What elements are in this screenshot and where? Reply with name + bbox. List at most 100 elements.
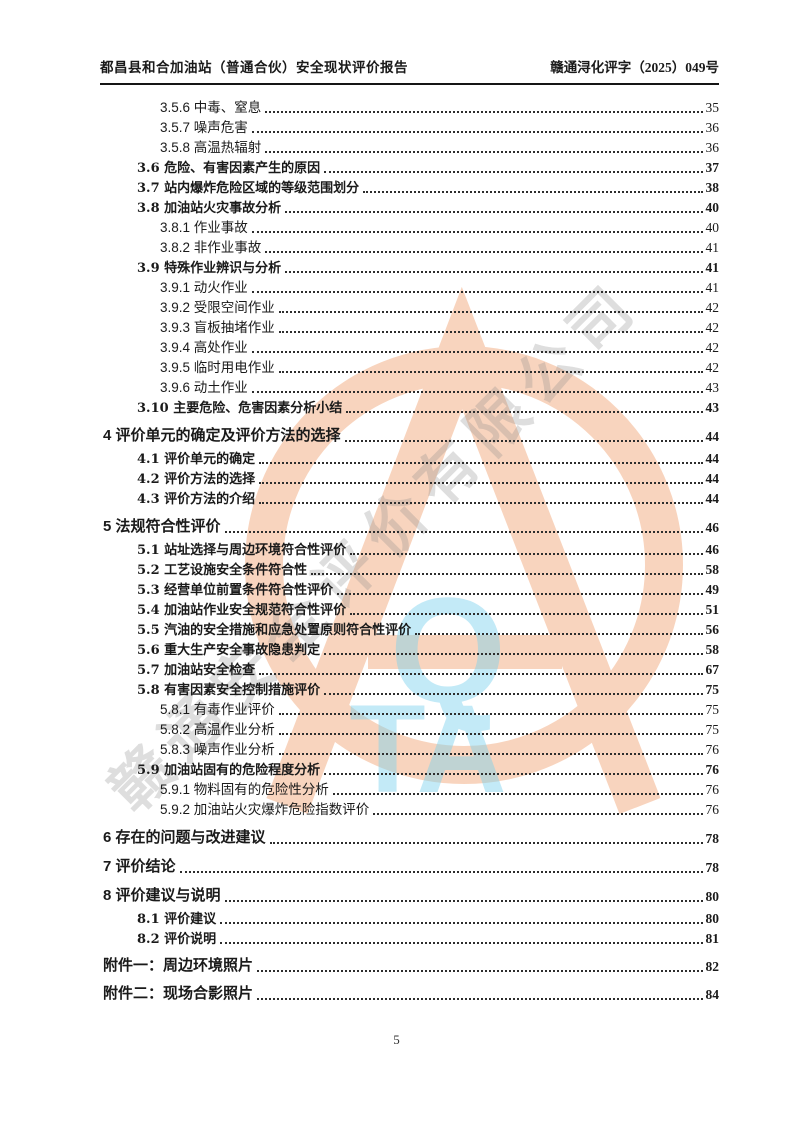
toc-entry[interactable]: 附件一：周边环境照片 82 <box>103 954 719 975</box>
dotted-leader <box>265 151 703 153</box>
toc-entry[interactable]: 3.9.4 高处作业 42 <box>103 336 719 356</box>
toc-entry-page-number: 76 <box>705 762 720 777</box>
toc-entry[interactable]: 3.9.6 动土作业 43 <box>103 376 719 396</box>
toc-entry-label: 5.4 加油站作业安全规范符合性评价 <box>137 603 347 618</box>
toc-entry[interactable]: 5.9.2 加油站火灾爆炸危险指数评价 76 <box>103 798 719 818</box>
toc-entry[interactable]: 3.9.2 受限空间作业 42 <box>103 296 719 316</box>
toc-entry-page-number: 84 <box>705 987 720 1002</box>
toc-entry[interactable]: 5.8 有害因素安全控制措施评价 75 <box>103 678 719 698</box>
toc-entry-page-number: 44 <box>705 471 720 486</box>
toc-entry[interactable]: 3.9.5 临时用电作业 42 <box>103 356 719 376</box>
toc-entry[interactable]: 5.5 汽油的安全措施和应急处置原则符合性评价 56 <box>103 618 719 638</box>
toc-entry-page-number: 81 <box>705 931 720 946</box>
toc-entry-page-number: 75 <box>705 722 720 737</box>
toc-entry-label: 3.5.8 高温热辐射 <box>160 140 262 155</box>
dotted-leader <box>220 942 703 944</box>
toc-entry-page-number: 58 <box>705 642 720 657</box>
toc-entry-label: 3.10 主要危险、危害因素分析小结 <box>137 401 343 416</box>
toc-entry[interactable]: 3.8.2 非作业事故 41 <box>103 236 719 256</box>
toc-entry-page-number: 36 <box>705 120 720 135</box>
toc-entry-label: 附件一：周边环境照片 <box>103 957 254 974</box>
dotted-leader <box>332 793 703 795</box>
toc-entry[interactable]: 6 存在的问题与改进建议 78 <box>103 826 719 847</box>
toc-entry-page-number: 37 <box>705 160 720 175</box>
toc-entry[interactable]: 3.6 危险、有害因素产生的原因 37 <box>103 156 719 176</box>
toc-entry-page-number: 36 <box>705 140 720 155</box>
toc-entry[interactable]: 4 评价单元的确定及评价方法的选择 44 <box>103 424 719 445</box>
toc-entry[interactable]: 3.8 加油站火灾事故分析 40 <box>103 196 719 216</box>
toc-entry-label: 3.9.3 盲板抽堵作业 <box>160 320 275 335</box>
dotted-leader <box>259 462 703 464</box>
toc-entry-page-number: 35 <box>705 100 720 115</box>
dotted-leader <box>278 753 703 755</box>
toc-entry[interactable]: 4.3 评价方法的介绍 44 <box>103 487 719 507</box>
dotted-leader <box>278 311 703 313</box>
toc-entry[interactable]: 5.9.1 物料固有的危险性分析 76 <box>103 778 719 798</box>
toc-entry[interactable]: 3.10 主要危险、危害因素分析小结 43 <box>103 396 719 416</box>
toc-entry[interactable]: 8 评价建议与说明 80 <box>103 884 719 905</box>
toc-entry-label: 5 法规符合性评价 <box>103 518 221 535</box>
dotted-leader <box>251 131 703 133</box>
toc-entry[interactable]: 5.1 站址选择与周边环境符合性评价 46 <box>103 538 719 558</box>
toc-entry-label: 3.9.4 高处作业 <box>160 340 248 355</box>
toc-entry[interactable]: 5.8.3 噪声作业分析 76 <box>103 738 719 758</box>
toc-entry-label: 4 评价单元的确定及评价方法的选择 <box>103 427 341 444</box>
toc-entry-label: 8 评价建议与说明 <box>103 887 221 904</box>
toc-entry-page-number: 76 <box>705 742 720 757</box>
toc-entry[interactable]: 3.9.1 动火作业 41 <box>103 276 719 296</box>
toc-entry-page-number: 58 <box>705 562 720 577</box>
dotted-leader <box>224 900 703 902</box>
toc-entry-label: 5.9.2 加油站火灾爆炸危险指数评价 <box>160 802 370 817</box>
toc-entry-label: 8.2 评价说明 <box>137 932 217 947</box>
toc-entry[interactable]: 5 法规符合性评价 46 <box>103 515 719 536</box>
toc-entry-label: 4.1 评价单元的确定 <box>137 452 256 467</box>
dotted-leader <box>350 613 703 615</box>
dotted-leader <box>259 482 703 484</box>
toc-entry[interactable]: 4.2 评价方法的选择 44 <box>103 467 719 487</box>
toc-entry[interactable]: 5.9 加油站固有的危险程度分析 76 <box>103 758 719 778</box>
toc-entry[interactable]: 5.8.2 高温作业分析 75 <box>103 718 719 738</box>
toc-entry-page-number: 49 <box>705 582 720 597</box>
dotted-leader <box>251 291 703 293</box>
toc-entry-label: 3.6 危险、有害因素产生的原因 <box>137 161 321 176</box>
toc-entry[interactable]: 4.1 评价单元的确定 44 <box>103 447 719 467</box>
toc-entry-label: 3.9 特殊作业辨识与分析 <box>137 261 282 276</box>
toc-entry[interactable]: 3.9 特殊作业辨识与分析 41 <box>103 256 719 276</box>
dotted-leader <box>220 922 703 924</box>
toc-entry[interactable]: 5.6 重大生产安全事故隐患判定 58 <box>103 638 719 658</box>
toc-entry-label: 3.8 加油站火灾事故分析 <box>137 201 282 216</box>
toc-entry-label: 5.1 站址选择与周边环境符合性评价 <box>137 543 347 558</box>
dotted-leader <box>285 211 703 213</box>
toc-entry[interactable]: 3.7 站内爆炸危险区域的等级范围划分 38 <box>103 176 719 196</box>
toc-entry[interactable]: 5.4 加油站作业安全规范符合性评价 51 <box>103 598 719 618</box>
dotted-leader <box>224 531 703 533</box>
toc-entry-page-number: 80 <box>705 911 720 926</box>
toc-entry[interactable]: 附件二：现场合影照片 84 <box>103 982 719 1003</box>
toc-entry[interactable]: 5.7 加油站安全检查 67 <box>103 658 719 678</box>
toc-entry[interactable]: 3.8.1 作业事故 40 <box>103 216 719 236</box>
toc-entry-label: 附件二：现场合影照片 <box>103 985 254 1002</box>
toc-entry[interactable]: 3.5.8 高温热辐射 36 <box>103 136 719 156</box>
dotted-leader <box>259 502 703 504</box>
dotted-leader <box>278 331 703 333</box>
toc-entry[interactable]: 5.8.1 有毒作业评价 75 <box>103 698 719 718</box>
dotted-leader <box>324 653 703 655</box>
toc-entry[interactable]: 7 评价结论 78 <box>103 855 719 876</box>
toc-entry-page-number: 41 <box>705 280 720 295</box>
toc-entry[interactable]: 8.1 评价建议 80 <box>103 907 719 927</box>
toc-entry-label: 3.9.2 受限空间作业 <box>160 300 275 315</box>
toc-entry-label: 5.9 加油站固有的危险程度分析 <box>137 763 321 778</box>
toc-entry-label: 5.2 工艺设施安全条件符合性 <box>137 563 308 578</box>
dotted-leader <box>278 371 703 373</box>
toc-entry[interactable]: 3.5.6 中毒、窒息 35 <box>103 96 719 116</box>
dotted-leader <box>251 391 703 393</box>
toc-entry[interactable]: 8.2 评价说明 81 <box>103 927 719 947</box>
dotted-leader <box>179 871 703 873</box>
toc-entry-label: 3.9.5 临时用电作业 <box>160 360 275 375</box>
toc-entry-label: 6 存在的问题与改进建议 <box>103 829 266 846</box>
toc-entry[interactable]: 5.2 工艺设施安全条件符合性 58 <box>103 558 719 578</box>
toc-entry[interactable]: 5.3 经营单位前置条件符合性评价 49 <box>103 578 719 598</box>
toc-entry[interactable]: 3.9.3 盲板抽堵作业 42 <box>103 316 719 336</box>
toc-entry[interactable]: 3.5.7 噪声危害 36 <box>103 116 719 136</box>
